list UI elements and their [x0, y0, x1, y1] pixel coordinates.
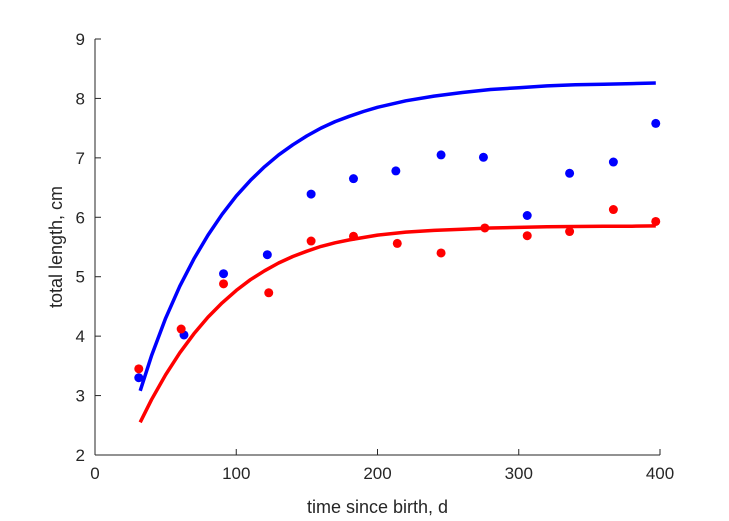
x-axis-label: time since birth, d [307, 497, 448, 517]
data-point-1 [176, 324, 186, 334]
data-point-0 [134, 373, 144, 383]
x-tick-label: 400 [646, 464, 674, 483]
y-tick-label: 3 [76, 387, 85, 406]
data-point-1 [480, 223, 490, 233]
y-tick-label: 4 [76, 327, 85, 346]
labels: time since birth, d total length, cm [46, 186, 448, 517]
fit-line-3 [138, 224, 656, 424]
data-point-1 [565, 227, 575, 237]
data-point-0 [565, 168, 575, 178]
data-point-1 [348, 231, 358, 241]
data-point-1 [264, 288, 274, 298]
y-tick-label: 7 [76, 149, 85, 168]
data-point-0 [306, 189, 316, 199]
data-point-1 [651, 216, 661, 226]
data-point-1 [219, 279, 229, 289]
y-tick-label: 6 [76, 208, 85, 227]
data-point-0 [262, 250, 272, 260]
data-point-0 [436, 150, 446, 160]
data-point-0 [608, 157, 618, 167]
y-tick-label: 2 [76, 446, 85, 465]
fit-line-2 [138, 81, 656, 392]
data-point-1 [306, 236, 316, 246]
data-point-1 [134, 364, 144, 374]
data-point-0 [391, 166, 401, 176]
x-tick-label: 100 [222, 464, 250, 483]
data-point-1 [436, 248, 446, 258]
data-point-1 [392, 238, 402, 248]
data-point-0 [348, 174, 358, 184]
x-tick-label: 300 [505, 464, 533, 483]
data-point-0 [478, 152, 488, 162]
x-tick-label: 0 [90, 464, 99, 483]
y-tick-label: 9 [76, 30, 85, 49]
data-point-1 [608, 205, 618, 215]
x-tick-label: 200 [363, 464, 391, 483]
plot-area [134, 81, 661, 424]
data-point-0 [219, 269, 229, 279]
data-point-0 [522, 211, 532, 221]
y-tick-label: 5 [76, 268, 85, 287]
data-point-1 [522, 231, 532, 241]
y-axis-label: total length, cm [46, 186, 66, 308]
axes: 0 100 200 300 400 2 3 4 5 6 7 8 9 [76, 30, 675, 483]
data-point-0 [651, 118, 661, 128]
y-tick-label: 8 [76, 89, 85, 108]
